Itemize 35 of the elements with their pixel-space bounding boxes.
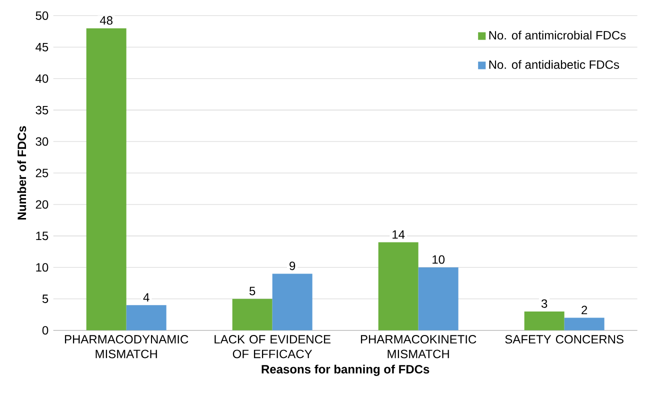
bar [418,267,458,330]
y-tick-label: 35 [36,106,48,114]
data-label: 2 [582,306,588,314]
data-label: 3 [541,299,548,308]
y-tick-label: 50 [36,11,48,20]
y-tick-label: 5 [42,294,48,304]
y-tick-label: 45 [36,42,48,52]
bar [524,311,564,330]
x-tick-label: LACK OF EVIDENCE OF EFFICACY [214,335,330,358]
bar [378,242,418,330]
data-label: 5 [249,286,256,296]
data-label: 4 [143,293,150,302]
bar [232,298,272,330]
y-tick-label: 25 [36,168,48,178]
y-tick-label: 30 [36,137,48,146]
x-tick-label: PHARMACOKINETIC MISMATCH [360,335,476,358]
data-label: 9 [290,262,296,270]
data-label: 48 [100,16,112,25]
bar [564,318,604,330]
data-label: 10 [432,255,445,264]
bar [272,274,312,330]
y-tick-label: 15 [36,232,48,240]
x-axis-title: Reasons for banning of FDCs [262,364,430,376]
y-axis-title: Number of FDCs [17,126,26,220]
data-label: 14 [392,230,405,239]
y-tick-label: 40 [36,74,48,83]
y-tick-label: 0 [42,326,48,335]
y-tick-label: 10 [36,263,48,272]
x-tick-label: SAFETY CONCERNS [505,335,624,344]
legend-label: No. of antimicrobial FDCs [489,30,626,40]
x-tick-label: PHARMACODYNAMIC MISMATCH [64,335,188,358]
legend-label: No. of antidiabetic FDCs [489,60,620,69]
bar [86,28,126,330]
bar [126,305,166,330]
y-tick-label: 20 [36,200,48,209]
